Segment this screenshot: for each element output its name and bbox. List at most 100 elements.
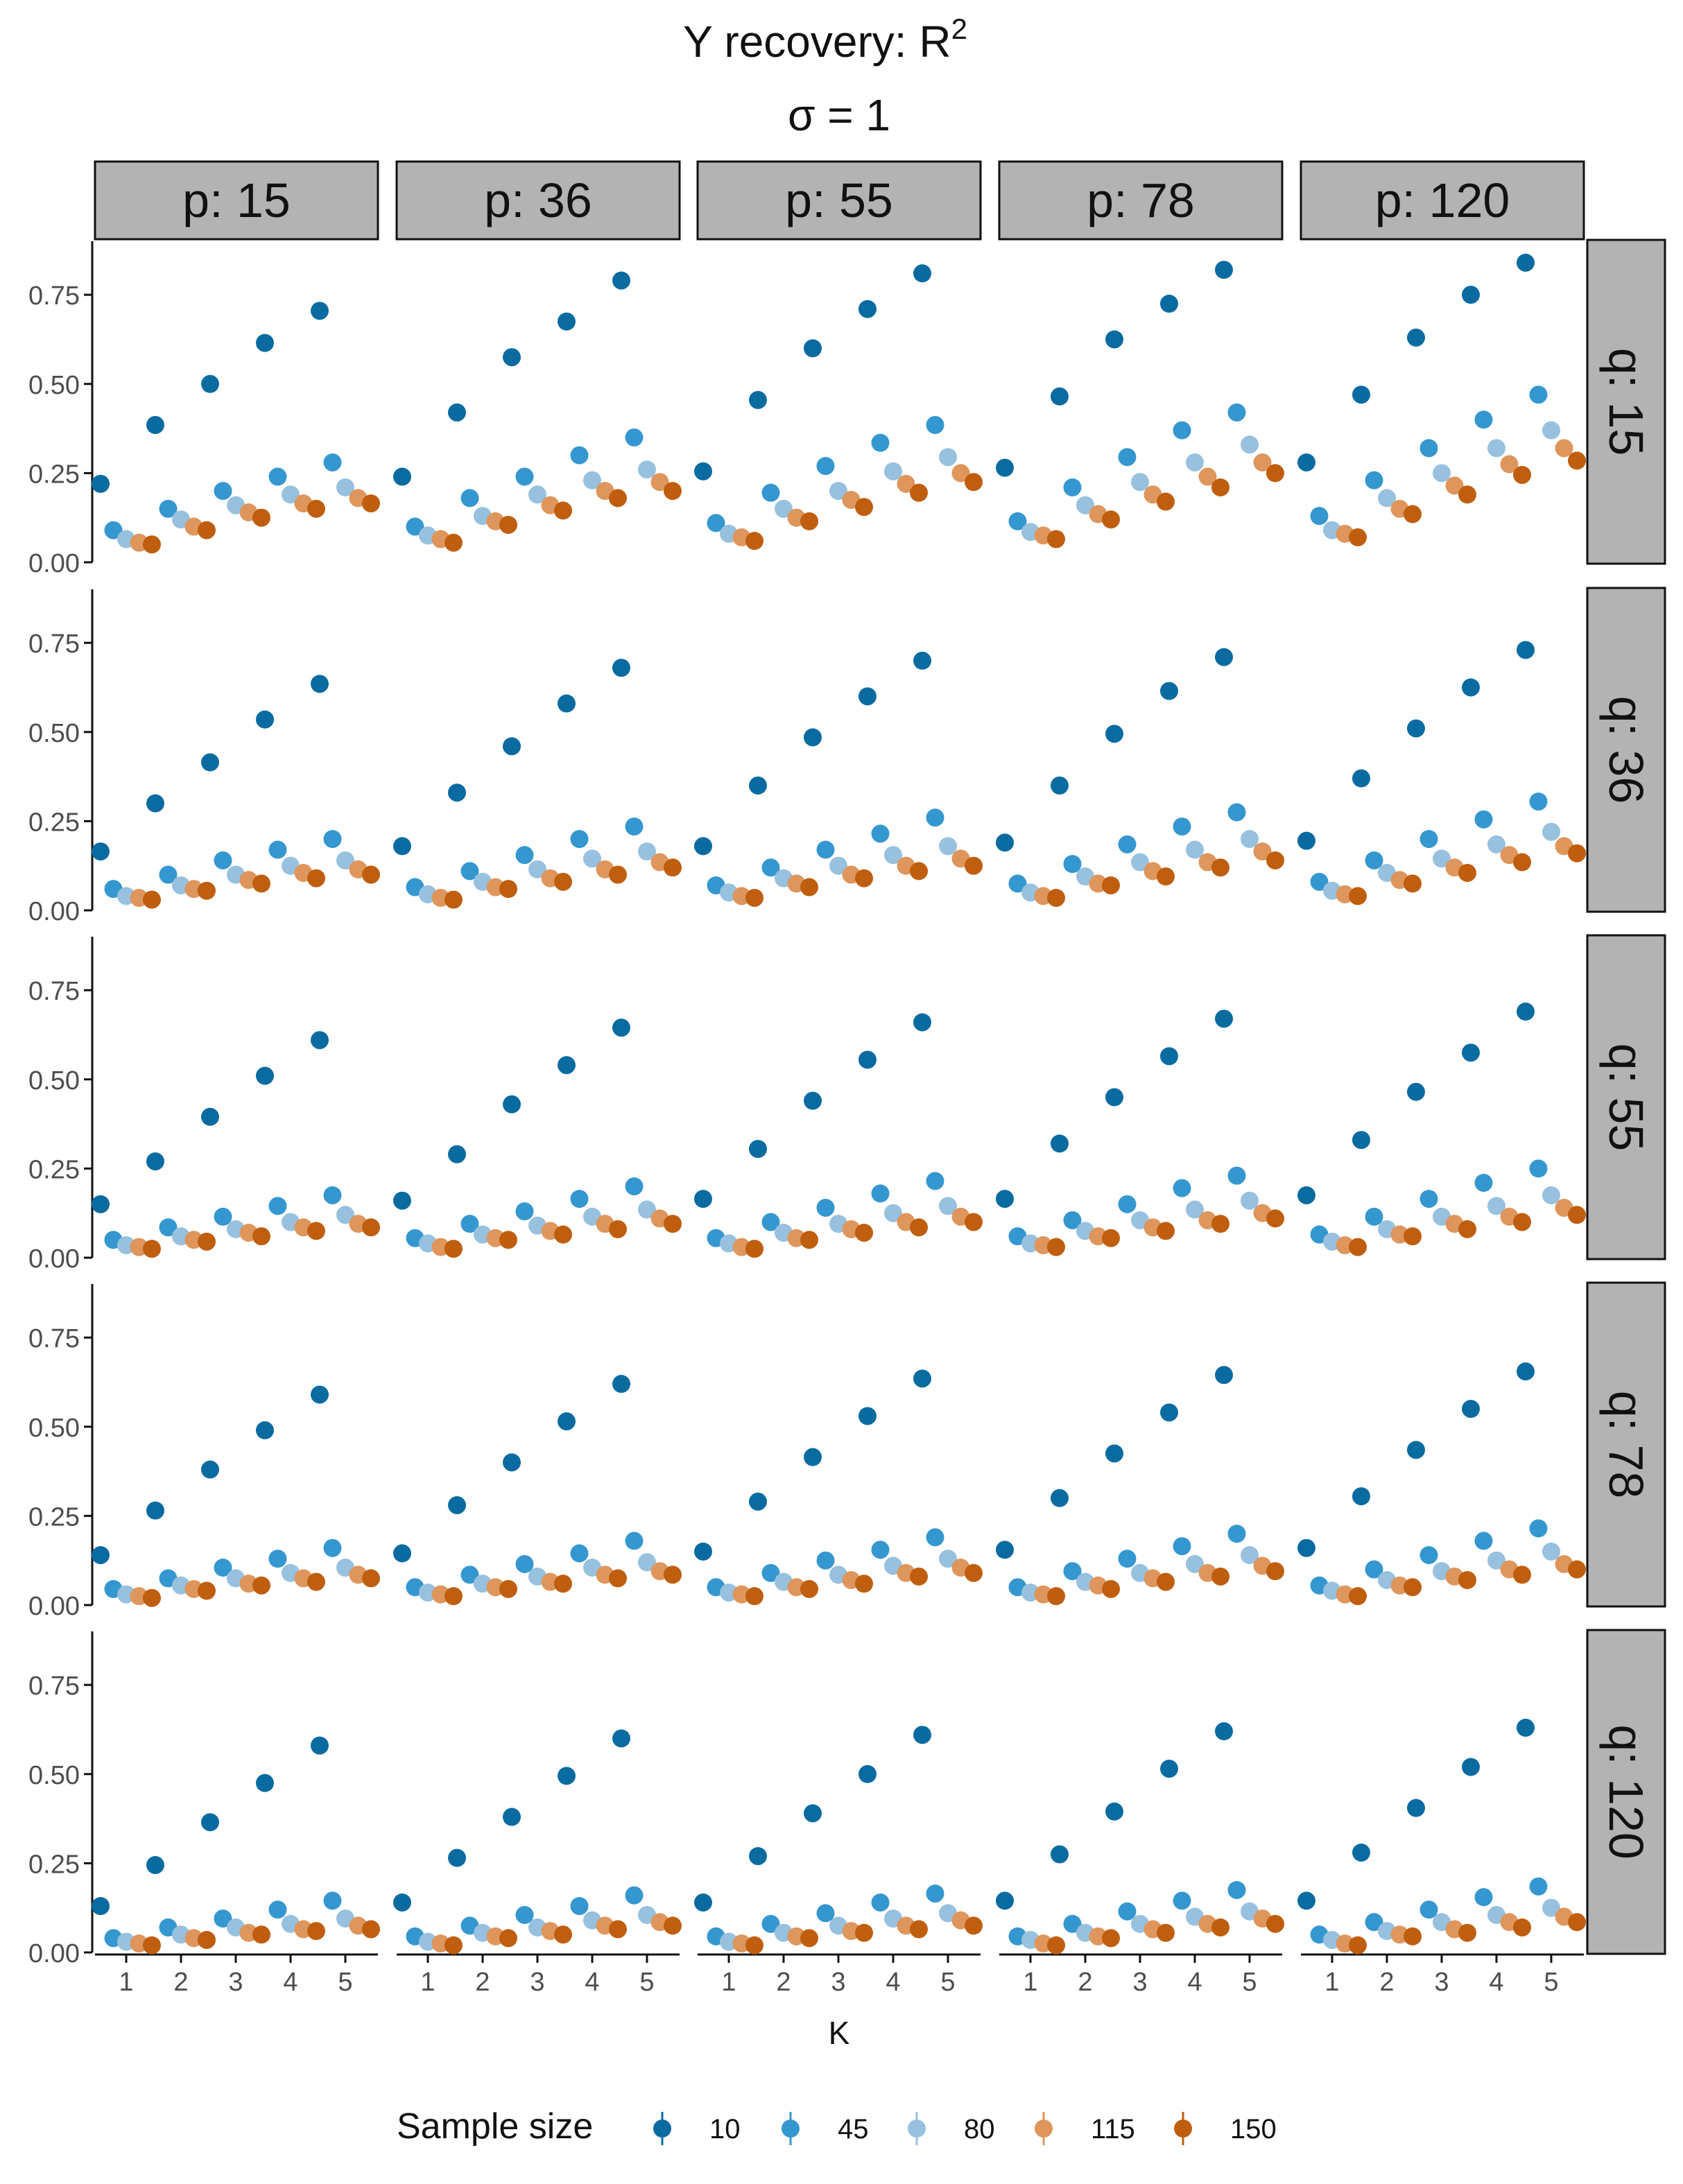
data-point (1404, 874, 1422, 893)
data-point (1160, 1403, 1178, 1422)
data-point (1241, 435, 1259, 454)
data-point (939, 1550, 957, 1568)
data-point (558, 312, 576, 331)
y-tick-label: 0.75 (28, 977, 80, 1006)
data-point (951, 464, 970, 483)
data-point (1517, 641, 1535, 659)
data-point (884, 1204, 902, 1222)
facet-panel (996, 1722, 1284, 1955)
data-point (146, 1501, 164, 1520)
data-point (159, 499, 178, 518)
legend-key-dot (1035, 2120, 1053, 2138)
data-point (996, 1891, 1014, 1910)
data-point (406, 517, 424, 536)
data-point (1215, 1366, 1233, 1385)
data-point (1517, 253, 1535, 272)
data-point (761, 483, 780, 502)
data-point (1513, 1566, 1531, 1584)
data-point (1047, 530, 1065, 548)
data-point (252, 508, 270, 527)
y-tick-label: 0.50 (28, 371, 80, 400)
facet-panel (393, 1375, 682, 1606)
data-point (749, 1492, 767, 1511)
data-point (393, 1191, 411, 1210)
facet-panel (694, 1369, 983, 1606)
legend-item: 115 (1035, 2112, 1135, 2145)
chart-title: Y recovery: R2 (683, 12, 967, 67)
x-tick-label: 5 (639, 1968, 654, 1997)
data-point (804, 1804, 822, 1823)
y-tick-label: 0.25 (28, 1502, 80, 1532)
y-axes: 0.00 0.25 0.50 0.75 0.00 0.25 0.50 0.75 0.00 0.25… (28, 241, 94, 1968)
data-point (583, 849, 601, 868)
data-point (625, 817, 644, 836)
data-point (1407, 328, 1425, 347)
y-tick-label: 0.50 (28, 1066, 80, 1095)
data-point (913, 1369, 931, 1388)
chart-title-superscript: 2 (951, 12, 967, 45)
data-point (871, 1184, 890, 1203)
data-point (570, 446, 589, 465)
data-point (252, 874, 270, 893)
data-point (1529, 1159, 1548, 1178)
data-point (1297, 1891, 1315, 1910)
data-point (1352, 1843, 1370, 1862)
x-tick-label: 1 (1324, 1968, 1339, 1997)
x-axis-label: K (829, 2015, 850, 2051)
data-point (307, 1922, 325, 1941)
data-point (800, 1579, 818, 1598)
data-point (609, 489, 627, 508)
data-point (913, 1013, 931, 1032)
data-point (92, 1897, 110, 1916)
row-strip-box (1586, 934, 1666, 1260)
data-point (503, 1808, 521, 1826)
data-point (1102, 1579, 1120, 1598)
data-point (965, 473, 983, 492)
data-point (256, 1774, 274, 1792)
data-point (92, 474, 110, 493)
data-point (143, 1240, 161, 1258)
data-point (1227, 1880, 1246, 1899)
y-tick-label: 0.75 (28, 630, 80, 659)
data-point (1047, 1238, 1065, 1256)
data-point (855, 1575, 873, 1593)
data-point (92, 1195, 110, 1213)
data-point (445, 533, 463, 552)
facet-panel (694, 264, 983, 551)
data-point (1241, 830, 1259, 849)
data-point (1211, 1918, 1229, 1936)
data-point (1118, 448, 1137, 467)
data-point (609, 1569, 627, 1588)
data-point (1105, 1088, 1123, 1107)
data-point (104, 521, 123, 539)
data-point (694, 462, 712, 480)
data-point (448, 1848, 466, 1867)
data-point (1349, 1238, 1367, 1256)
x-tick-label: 4 (886, 1968, 900, 1997)
data-point (609, 1920, 627, 1939)
data-point (201, 1813, 219, 1832)
data-point (1227, 1525, 1246, 1543)
data-point (1131, 473, 1149, 492)
data-point (1568, 1913, 1586, 1932)
data-point (515, 467, 534, 486)
data-point (871, 433, 890, 452)
data-point (570, 1190, 589, 1208)
data-point (460, 862, 479, 881)
data-point (1157, 492, 1175, 511)
data-point (143, 535, 161, 554)
x-tick-label: 5 (1242, 1968, 1257, 1997)
facet-panel (996, 1009, 1284, 1256)
data-point (214, 1558, 232, 1577)
data-point (1407, 1441, 1425, 1459)
data-point (1365, 1207, 1383, 1226)
data-point (650, 473, 669, 492)
data-point (1266, 1914, 1284, 1933)
data-point (1568, 844, 1586, 863)
data-point (1173, 1891, 1191, 1910)
data-point (745, 1587, 763, 1606)
data-point (855, 498, 873, 517)
legend-item: 150 (1174, 2112, 1277, 2145)
data-point (311, 1031, 329, 1050)
